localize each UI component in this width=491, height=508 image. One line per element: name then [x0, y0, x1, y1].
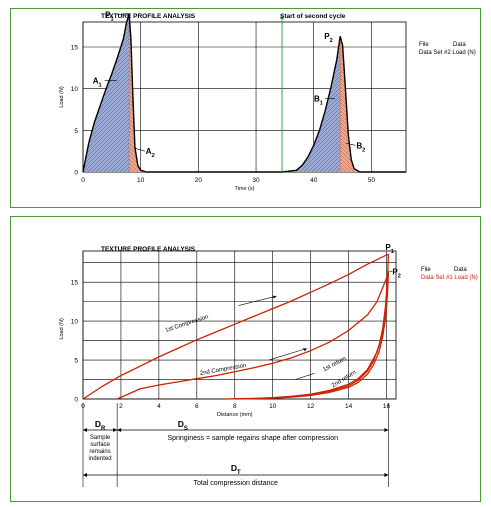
peak-P1-label: P1 [105, 11, 113, 23]
peak-P1-leader [117, 13, 129, 15]
x-tick-label: 14 [345, 403, 353, 410]
y-tick-label: 15 [71, 280, 79, 287]
y-tick-label: 10 [71, 86, 79, 93]
peak-P2-label: P2 [392, 267, 400, 279]
area-B2-label: B2 [356, 141, 365, 153]
area-A2 [129, 13, 147, 173]
x-tick-label: 16 [383, 403, 391, 410]
y-tick-label: 5 [74, 128, 78, 135]
area-B1-label: B1 [314, 95, 323, 107]
chart-panel-2: TEXTURE PROFILE ANALYSIS0246810121416051… [10, 216, 481, 502]
second-cycle-arrow [279, 15, 284, 19]
dim-DR-caption-line: Sample [90, 435, 111, 441]
x-tick-label: 6 [195, 403, 199, 410]
label-1st-return: 1st return [322, 356, 347, 373]
x-tick-label: 50 [368, 177, 376, 184]
peak-P1-label: P1 [385, 243, 393, 255]
legend-header-data: Data [454, 267, 467, 273]
x-tick-label: 10 [137, 177, 145, 184]
dim-DS-label: DS [178, 419, 188, 432]
x-axis-label: Time (s) [235, 186, 255, 192]
dim-DT-label: DT [231, 463, 241, 476]
chart-1-svg: Start of second cycle TEXTURE PROFILE ANA… [59, 11, 476, 192]
x-tick-label: 20 [195, 177, 203, 184]
series-line-data-set-1-1st-compression [82, 253, 389, 400]
y-axis-label: Load (N) [59, 318, 65, 340]
x-tick-label: 30 [252, 177, 260, 184]
x-tick-label: 12 [307, 403, 315, 410]
dim-DS-line-head-left [117, 428, 122, 432]
second-cycle-label: Start of second cycle [280, 13, 346, 20]
label-1st-compression: 1st Compression [165, 314, 210, 334]
series-line-data-set-1-2nd-compression [116, 271, 390, 400]
dim-DR-line-head-left [83, 428, 87, 432]
series-line-data-set-1-1st-return-inner- [272, 271, 390, 399]
legend-header-data: Data [453, 42, 466, 48]
area-A1-label: A1 [93, 76, 102, 88]
x-tick-label: 0 [81, 177, 85, 184]
chart-panel-1: Start of second cycle TEXTURE PROFILE ANA… [10, 8, 481, 208]
x-tick-label: 10 [269, 403, 277, 410]
label-2nd-compression: 2nd Compression [200, 363, 247, 377]
series-line-data-set-1-2nd-return [234, 271, 390, 400]
y-tick-label: 15 [71, 45, 79, 52]
dim-DT-line-head-left [83, 473, 87, 477]
x-tick-label: 8 [233, 403, 237, 410]
legend-entry: Data Set #2 Load (N) [419, 50, 476, 56]
x-axis-label: Distance (mm) [217, 412, 253, 418]
area-B2 [340, 36, 360, 173]
arrow-1st-compression [238, 295, 277, 306]
x-tick-label: 40 [310, 177, 318, 184]
chart-2-svg: TEXTURE PROFILE ANALYSIS0246810121416051… [59, 243, 478, 487]
dim-DS-caption: Springiness = sample regains shape after… [167, 435, 338, 442]
area-A2-arrow [134, 147, 145, 152]
x-tick-label: 4 [157, 403, 161, 410]
series-line-data-set-2 [82, 13, 406, 173]
y-tick-label: 5 [74, 358, 78, 365]
dim-DR-caption-line: remains [89, 449, 110, 455]
arrow-1st-return [295, 373, 315, 380]
chart-2-title: TEXTURE PROFILE ANALYSIS [101, 246, 196, 253]
dim-DR-caption-line: surface [90, 442, 110, 448]
arrowhead-1st-compression [272, 295, 277, 299]
y-tick-label: 0 [74, 170, 78, 177]
dim-DR-label: DR [95, 419, 106, 432]
dim-DT-line-head-right [384, 473, 389, 477]
chart-1-title: TEXTURE PROFILE ANALYSIS [101, 13, 196, 20]
dim-DT-caption: Total compression distance [193, 480, 278, 487]
y-tick-label: 0 [74, 397, 78, 404]
arrow-2nd-compression [268, 348, 307, 361]
peak-P2-label: P2 [324, 32, 332, 44]
dim-DR-line-head-right [113, 428, 118, 432]
dim-DR-caption-line: indented [89, 456, 112, 462]
area-A1 [83, 13, 130, 173]
legend-header-file: File [421, 267, 431, 273]
legend-header-file: File [419, 42, 429, 48]
y-tick-label: 10 [71, 319, 79, 326]
dim-DS-line-head-right [384, 428, 389, 432]
x-tick-label: 2 [119, 403, 123, 410]
arrowhead-2nd-compression [302, 348, 307, 352]
area-A2-label: A2 [146, 147, 155, 159]
area-B2-arrow [346, 143, 356, 146]
legend-entry: Data Set #1 Load (N) [421, 275, 478, 281]
y-axis-label: Load (N) [59, 86, 65, 108]
area-B1 [281, 36, 341, 173]
